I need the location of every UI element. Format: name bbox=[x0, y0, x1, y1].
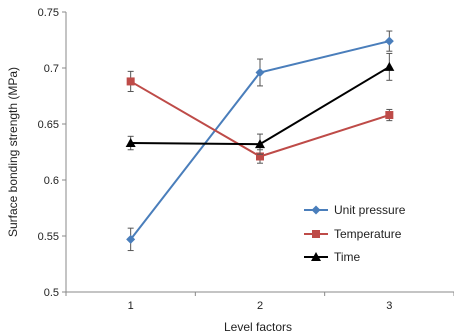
legend-swatch-marker bbox=[312, 230, 320, 238]
x-tick-label: 3 bbox=[386, 300, 392, 312]
data-point bbox=[384, 61, 395, 71]
x-axis-title: Level factors bbox=[224, 320, 292, 334]
data-point bbox=[385, 111, 394, 120]
legend-label: Time bbox=[334, 250, 361, 264]
legend-label: Temperature bbox=[334, 227, 402, 241]
data-point bbox=[312, 230, 320, 238]
y-tick-label: 0.7 bbox=[44, 63, 59, 75]
series-time bbox=[125, 52, 395, 155]
y-tick-label: 0.65 bbox=[38, 119, 59, 131]
legend-item: Time bbox=[304, 250, 361, 264]
y-tick-label: 0.55 bbox=[38, 231, 59, 243]
plot-frame bbox=[65, 12, 454, 293]
x-tick-label: 1 bbox=[128, 300, 134, 312]
x-tick-label: 2 bbox=[257, 300, 263, 312]
y-axis: 0.5 0.55 0.6 0.65 0.7 0.75 bbox=[38, 7, 66, 299]
legend-item: Unit pressure bbox=[304, 203, 406, 217]
data-point bbox=[125, 138, 136, 148]
y-axis-title: Surface bonding strength (MPa) bbox=[6, 67, 20, 237]
data-point bbox=[311, 252, 321, 261]
legend-swatch-marker bbox=[311, 205, 321, 215]
legend: Unit pressure Temperature Time bbox=[304, 203, 406, 264]
y-tick-label: 0.5 bbox=[44, 287, 59, 299]
y-tick-label: 0.75 bbox=[38, 7, 59, 19]
data-point bbox=[311, 205, 321, 215]
data-point bbox=[256, 152, 264, 161]
data-point bbox=[126, 77, 135, 86]
data-point bbox=[255, 139, 265, 149]
legend-label: Unit pressure bbox=[334, 203, 406, 217]
series-layer bbox=[125, 30, 395, 252]
series-unit-pressure bbox=[126, 30, 394, 252]
data-point bbox=[255, 67, 265, 77]
data-point bbox=[126, 234, 136, 244]
x-axis: 1 2 3 bbox=[65, 292, 454, 312]
legend-item: Temperature bbox=[304, 227, 402, 241]
legend-swatch-marker bbox=[311, 252, 321, 261]
y-tick-label: 0.6 bbox=[44, 175, 59, 187]
data-point bbox=[384, 36, 394, 46]
